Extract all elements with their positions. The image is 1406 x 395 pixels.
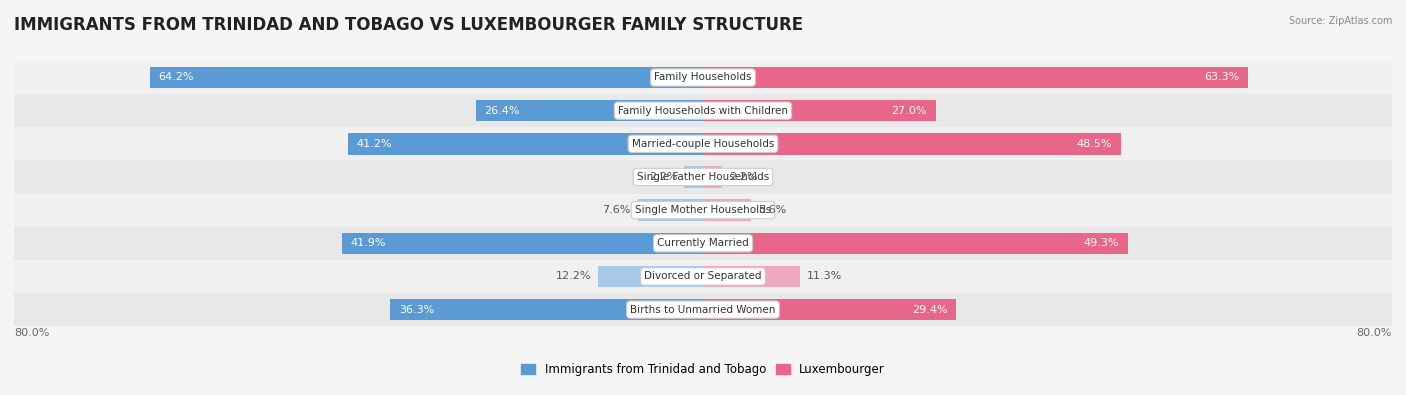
- Text: Single Father Households: Single Father Households: [637, 172, 769, 182]
- Text: 41.2%: 41.2%: [357, 139, 392, 149]
- Text: 5.6%: 5.6%: [758, 205, 786, 215]
- Text: 80.0%: 80.0%: [1357, 328, 1392, 338]
- Bar: [14, 127, 1392, 160]
- Text: Family Households: Family Households: [654, 73, 752, 83]
- Bar: [14, 260, 1392, 293]
- Text: 26.4%: 26.4%: [484, 105, 520, 116]
- Bar: [475, 100, 703, 121]
- Bar: [150, 67, 703, 88]
- Text: 63.3%: 63.3%: [1205, 73, 1240, 83]
- Text: Divorced or Separated: Divorced or Separated: [644, 271, 762, 282]
- Bar: [703, 133, 1121, 154]
- Bar: [14, 227, 1392, 260]
- Bar: [703, 299, 956, 320]
- Text: Source: ZipAtlas.com: Source: ZipAtlas.com: [1288, 16, 1392, 26]
- Text: 12.2%: 12.2%: [555, 271, 591, 282]
- Text: Births to Unmarried Women: Births to Unmarried Women: [630, 305, 776, 314]
- Legend: Immigrants from Trinidad and Tobago, Luxembourger: Immigrants from Trinidad and Tobago, Lux…: [516, 359, 890, 381]
- Text: 11.3%: 11.3%: [807, 271, 842, 282]
- Text: 2.2%: 2.2%: [728, 172, 758, 182]
- Text: 48.5%: 48.5%: [1077, 139, 1112, 149]
- Text: 2.2%: 2.2%: [648, 172, 678, 182]
- Text: IMMIGRANTS FROM TRINIDAD AND TOBAGO VS LUXEMBOURGER FAMILY STRUCTURE: IMMIGRANTS FROM TRINIDAD AND TOBAGO VS L…: [14, 16, 803, 34]
- Bar: [637, 199, 703, 221]
- Bar: [703, 266, 800, 287]
- Text: 27.0%: 27.0%: [891, 105, 927, 116]
- Text: Single Mother Households: Single Mother Households: [636, 205, 770, 215]
- Text: 7.6%: 7.6%: [602, 205, 631, 215]
- Bar: [703, 67, 1249, 88]
- Text: 80.0%: 80.0%: [14, 328, 49, 338]
- Bar: [685, 166, 703, 188]
- Bar: [703, 199, 751, 221]
- Text: 49.3%: 49.3%: [1084, 238, 1119, 248]
- Text: Currently Married: Currently Married: [657, 238, 749, 248]
- Bar: [14, 94, 1392, 127]
- Bar: [349, 133, 703, 154]
- Bar: [703, 166, 721, 188]
- Text: 36.3%: 36.3%: [399, 305, 434, 314]
- Bar: [14, 160, 1392, 194]
- Text: Married-couple Households: Married-couple Households: [631, 139, 775, 149]
- Text: 41.9%: 41.9%: [350, 238, 387, 248]
- Bar: [598, 266, 703, 287]
- Bar: [14, 61, 1392, 94]
- Bar: [703, 233, 1128, 254]
- Bar: [14, 293, 1392, 326]
- Text: 64.2%: 64.2%: [159, 73, 194, 83]
- Bar: [14, 194, 1392, 227]
- Bar: [342, 233, 703, 254]
- Text: Family Households with Children: Family Households with Children: [619, 105, 787, 116]
- Bar: [391, 299, 703, 320]
- Text: 29.4%: 29.4%: [912, 305, 948, 314]
- Bar: [703, 100, 935, 121]
